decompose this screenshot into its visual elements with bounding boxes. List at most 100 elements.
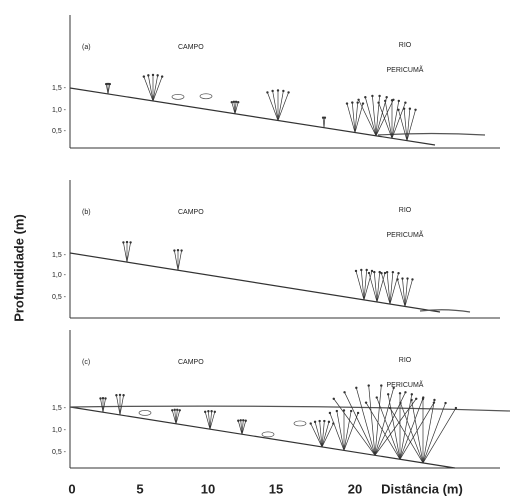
panel-label: (a) [82,44,91,51]
grass-tuft [171,94,185,100]
plant-tip [385,270,389,274]
plant-tip [367,384,370,387]
plant-tip [323,116,327,119]
plant-stem [208,411,211,430]
plant-stem [174,250,179,271]
plant-stem [344,392,376,456]
grass-tuft [138,410,152,416]
plant-tip [342,409,346,412]
plant-stem [402,278,406,307]
plant-tip [234,100,238,104]
plant-stem [400,402,424,464]
y-label: 0,5 - [52,449,67,456]
plant-tip [378,94,381,98]
plant-stem [148,75,154,102]
plant-tip [380,384,383,387]
plant-tip [125,240,129,244]
plant-tip [414,108,417,111]
plant-stem [354,102,359,133]
plant-tip [156,74,159,77]
plant-tip [104,397,107,400]
plant-stem [354,103,364,133]
zone-label: RIO [399,357,412,364]
plant-stem [398,109,408,141]
plant-tip [444,401,447,405]
plant-tip [332,397,335,400]
plant-stem [102,398,106,413]
zone-label: RIO [399,42,412,49]
plant-stem [174,409,177,424]
zone-label: CAMPO [178,44,204,51]
y-label: 1,5 - [52,405,67,412]
plant-tip [122,394,125,397]
x-axis-label: Distância (m) [381,481,463,496]
plant-tip [180,249,183,252]
plant-stem [387,394,401,460]
plant-tip [377,101,380,104]
plant-tip [321,116,325,119]
plant-stem [321,421,325,447]
panel: (b) CAMPO RIO PERICUMÃ 1,5 - 1,0 - 0,5 - [52,180,500,319]
plant-tip [160,75,164,78]
x-label: 20 [348,481,362,496]
plant-tip [360,268,363,272]
plant-tip [230,101,233,104]
y-label: 1,0 - [52,427,67,434]
plant-tip [318,419,321,423]
plant-stem [355,270,365,300]
plant-stem [323,117,326,128]
plant-stem [374,385,382,456]
grass-tuft [293,420,307,427]
plant-tip [370,269,374,273]
plant-tip [207,410,210,413]
plant-tip [173,408,176,412]
plant-stem [152,76,163,102]
plant-stem [378,102,393,139]
plant-tip [415,397,418,400]
plant-tip [397,271,400,275]
plant-stem [343,410,352,451]
y-axis-label: Profundidade (m) [11,214,26,322]
plant-stem [116,395,121,415]
plant-stem [373,272,378,302]
x-label: 0 [68,481,75,496]
plant-stem [346,103,356,133]
plant-tip [433,398,436,402]
plant-tip [396,278,399,281]
plant-tip [361,102,365,105]
plant-stem [391,100,400,139]
plant-stem [374,387,395,456]
plant-tip [388,406,392,410]
plant-tip [404,101,407,104]
plant-tip [115,394,118,397]
plant-tip [99,397,102,400]
plant-stem [376,397,401,460]
plant-stem [360,269,365,300]
plant-stem [363,269,368,300]
grass-tuft [261,431,275,438]
plant-tip [266,91,269,94]
plant-tip [364,401,368,404]
plant-tip [105,82,108,86]
y-label: 1,0 - [52,107,67,114]
plant-tip [178,409,181,412]
plant-tip [345,102,349,105]
plant-stem [267,92,279,121]
plant-stem [107,84,111,94]
plant-tip [356,101,359,104]
plant-stem [422,402,446,464]
plant-stem [384,100,393,139]
water-line [419,309,471,313]
plant-tip [237,419,240,422]
plant-tip [108,82,111,86]
plant-stem [343,412,359,451]
plant-tip [118,393,122,397]
plant-stem [272,90,279,121]
plant-tip [173,249,176,252]
plant-tip [287,91,290,94]
plant-tip [408,107,412,110]
plant-tip [106,82,110,86]
plant-stem [389,407,424,464]
plant-stem [237,420,243,435]
plant-tip [397,99,401,103]
